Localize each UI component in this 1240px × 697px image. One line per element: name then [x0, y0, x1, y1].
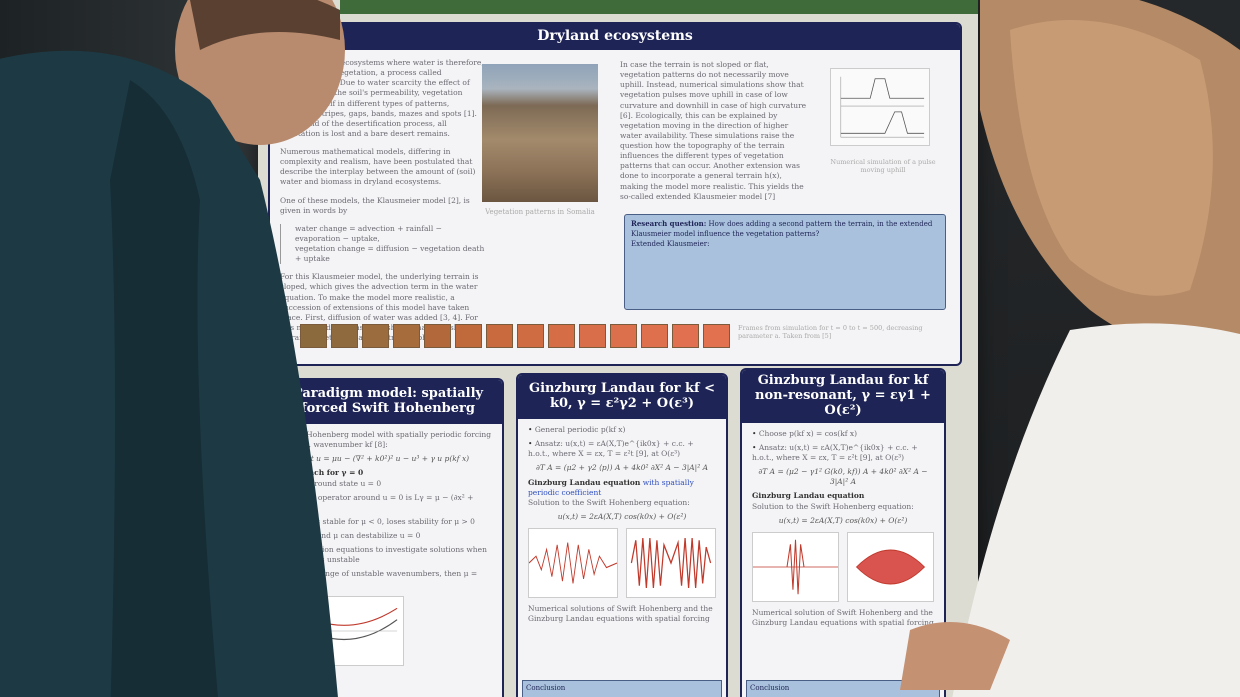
intro-paragraph-3: One of these models, the Klausmeier mode…: [280, 195, 470, 215]
panel-3-bullets: Choose p(kf x) = cos(kf x) Ansatz: u(x,t…: [752, 429, 934, 463]
simulation-frame: [331, 324, 358, 348]
list-item: Background state u = 0: [284, 479, 492, 489]
water-equation: water change = advection + rainfall − ev…: [295, 223, 442, 243]
panel-2-equation: ∂T A = (μ2 + γ2 ⟨p⟩) A + 4k0² ∂X² A − 3|…: [535, 463, 709, 473]
simulation-frame: [300, 324, 327, 348]
poster-top-strip: [340, 0, 978, 14]
intro-paragraph-1: ecosystems are ecosystems where water is…: [280, 58, 484, 138]
research-question-label: Research question:: [631, 219, 707, 228]
panel-2-solution-text: Solution to the Swift Hohenberg equation…: [528, 497, 690, 507]
terrain-column: In case the terrain is not sloped or fla…: [620, 60, 810, 202]
panel-3-solution-text: Solution to the Swift Hohenberg equation…: [752, 501, 914, 511]
plot-caption: Numerical simulation of a pulse moving u…: [830, 158, 936, 174]
solution-plot-left: [528, 528, 618, 598]
panel-2-solution-eq: u(x,t) = 2εA(X,T) cos(k0x) + O(ε²): [557, 511, 687, 521]
simulation-frame: [548, 324, 575, 348]
panel-2-conclusion: Conclusion: [522, 680, 722, 697]
panel-1-heading: Approach for γ = 0: [284, 468, 364, 478]
poster-main-panel: Dryland ecosystems ecosystems are ecosys…: [268, 22, 962, 366]
simulation-frame: [455, 324, 482, 348]
simulation-frame: [703, 324, 730, 348]
simulation-frame: [641, 324, 668, 348]
ginzburg-landau-resonant-panel: Ginzburg Landau for kf < k0, γ = ε²γ2 + …: [516, 373, 728, 697]
panel-3-solution-plots: [752, 531, 934, 602]
simulation-frame: [517, 324, 544, 348]
list-item: with k and μ can destabilize u = 0: [284, 531, 492, 541]
simulation-frames-strip: [300, 324, 730, 348]
vegetation-equation: vegetation change = diffusion − vegetati…: [295, 244, 485, 264]
research-question-box: Research question: How does adding a sec…: [624, 214, 946, 310]
list-item: u = 0 is stable for μ < 0, loses stabili…: [284, 517, 492, 527]
list-item: Choose p(kf x) = cos(kf x): [752, 429, 934, 439]
solution-plot-right: [626, 528, 716, 598]
pulse-simulation-plot: [830, 68, 930, 146]
panel-2-title: Ginzburg Landau for kf < k0, γ = ε²γ2 + …: [518, 375, 726, 419]
panel-3-caption: Numerical solution of Swift Hohenberg an…: [752, 607, 934, 627]
panel-3-solution-eq: u(x,t) = 2εA(X,T) cos(k0x) + O(ε²): [778, 515, 908, 525]
model-equations: water change = advection + rainfall − ev…: [280, 223, 485, 265]
panel-3-equation: ∂T A = (μ2 − γ1² G(k0, kf)) A + 4k0² ∂X²…: [758, 467, 928, 487]
panel-2-body: General periodic p(kf x) Ansatz: u(x,t) …: [518, 419, 726, 630]
simulation-frame: [672, 324, 699, 348]
extended-model-label: Extended Klausmeier:: [631, 239, 710, 248]
panel-2-caption: Numerical solutions of Swift Hohenberg a…: [528, 604, 713, 624]
strip-caption: Frames from simulation for t = 0 to t = …: [738, 324, 923, 340]
panel-3-gle: Ginzburg Landau equation: [752, 491, 865, 501]
poster-title: Dryland ecosystems: [270, 24, 960, 50]
list-item: Ansatz: u(x,t) = εA(X,T)e^{ik0x} + c.c. …: [752, 443, 934, 463]
panel-2-bullets: General periodic p(kf x) Ansatz: u(x,t) …: [528, 425, 716, 459]
gle-label: Ginzburg Landau equation: [528, 477, 641, 487]
dryland-aerial-photo: [482, 64, 598, 202]
panel-1-intro: Swift Hohenberg model with spatially per…: [284, 430, 492, 450]
gle-suffix: with spatially periodic coefficient: [528, 477, 694, 497]
panel-2-gle: Ginzburg Landau equation with spatially …: [528, 478, 716, 498]
intro-paragraph-2: Numerous mathematical models, differing …: [280, 147, 476, 187]
person-left-silhouette: [0, 0, 345, 697]
simulation-frame: [393, 324, 420, 348]
photo-caption: Vegetation patterns in Somalia: [485, 208, 595, 216]
panel-3-title: Ginzburg Landau for kf non-resonant, γ =…: [742, 370, 944, 423]
person-right-silhouette: [900, 0, 1240, 697]
terrain-paragraph: In case the terrain is not sloped or fla…: [620, 60, 807, 201]
simulation-frame: [362, 324, 389, 348]
simulation-frame: [610, 324, 637, 348]
panel-1-title: Paradigm model: spatially forced Swift H…: [274, 380, 502, 424]
solution-plot-right: [847, 531, 934, 602]
list-item: General periodic p(kf x): [528, 425, 716, 435]
simulation-frame: [579, 324, 606, 348]
simulation-frame: [424, 324, 451, 348]
panel-3-body: Choose p(kf x) = cos(kf x) Ansatz: u(x,t…: [742, 423, 944, 634]
research-question-text: How does adding a second pattern the ter…: [631, 220, 933, 238]
panel-2-solution-plots: [528, 528, 716, 598]
list-item: Ansatz: u(x,t) = εA(X,T)e^{ik0x} + c.c. …: [528, 439, 716, 459]
panel-1-equation: ∂t u = μu − (∇² + k0²)² u − u³ + γ u p(k…: [306, 454, 470, 464]
ginzburg-landau-nonresonant-panel: Ginzburg Landau for kf non-resonant, γ =…: [740, 368, 946, 697]
simulation-frame: [486, 324, 513, 348]
solution-plot-left: [752, 531, 839, 602]
